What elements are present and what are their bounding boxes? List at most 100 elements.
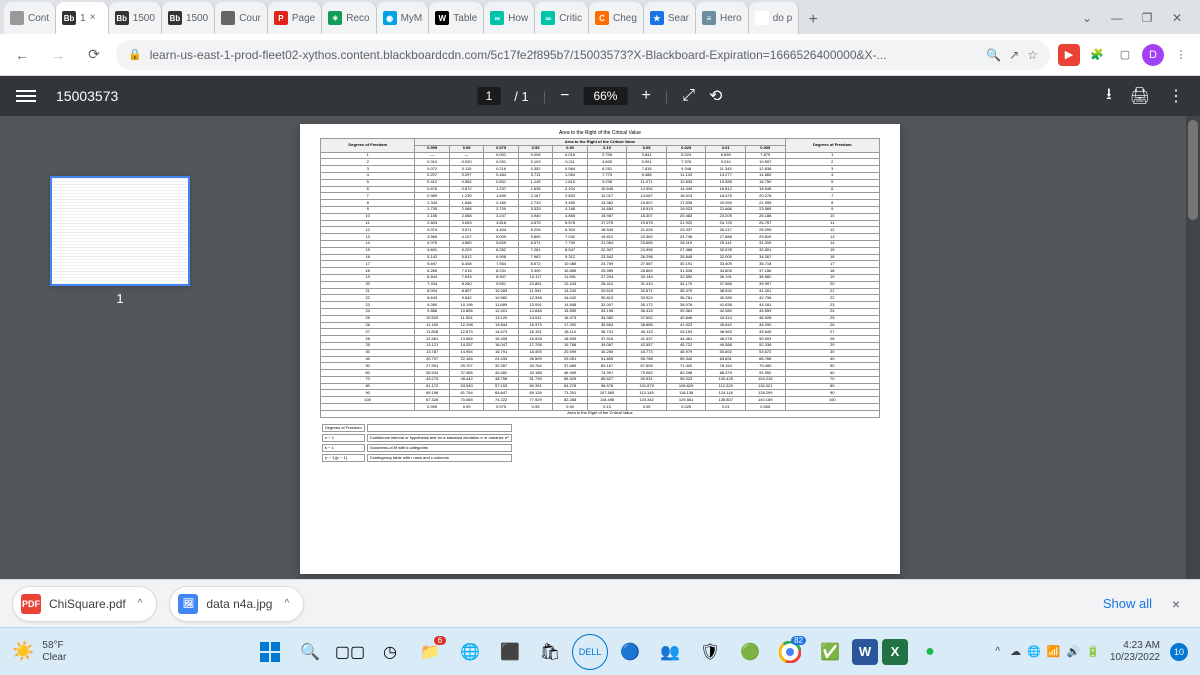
share-icon[interactable]: ↗	[1009, 48, 1019, 62]
new-tab-button[interactable]: +	[799, 6, 827, 34]
tab-favicon: ≡	[702, 11, 716, 25]
tab-label: How	[508, 13, 528, 24]
battery-icon[interactable]: 🔋	[1086, 645, 1100, 658]
store-icon[interactable]: 🛍	[532, 634, 568, 670]
tab-label: 1	[80, 13, 86, 24]
weather-icon[interactable]: ☀️	[12, 641, 34, 662]
volume-icon[interactable]: 🔊	[1067, 645, 1081, 658]
security-icon[interactable]: 🛡	[692, 634, 728, 670]
close-button[interactable]: ✕	[1170, 11, 1184, 25]
chevron-up-icon[interactable]: ^	[284, 598, 289, 609]
app-icon[interactable]: ⬛	[492, 634, 528, 670]
onedrive-icon[interactable]: ☁	[1010, 645, 1021, 658]
zoom-in-button[interactable]: +	[641, 87, 650, 105]
more-icon[interactable]: ⋮	[1168, 86, 1184, 106]
scroll-thumb[interactable]	[1188, 120, 1198, 220]
zoom-level[interactable]: 66%	[583, 87, 627, 105]
tab-favicon: Bb	[115, 11, 129, 25]
app-icon-3[interactable]: 🟢	[732, 634, 768, 670]
teams-icon[interactable]: 👥	[652, 634, 688, 670]
address-bar[interactable]: 🔒 learn-us-east-1-prod-fleet02-xythos.co…	[116, 40, 1050, 70]
excel-icon[interactable]: X	[882, 639, 908, 665]
menu-kebab-icon[interactable]: ⋮	[1170, 44, 1192, 66]
browser-tab[interactable]: ≡Hero	[696, 2, 749, 34]
tab-favicon: G	[755, 11, 769, 25]
vertical-scrollbar[interactable]	[1186, 116, 1200, 579]
search-in-page-icon[interactable]: 🔍	[986, 48, 1001, 62]
browser-tab[interactable]: ✶Reco	[322, 2, 376, 34]
download-filename: ChiSquare.pdf	[49, 597, 126, 611]
tab-label: do p	[773, 13, 792, 24]
dell-icon[interactable]: DELL	[572, 634, 608, 670]
notification-badge[interactable]: 10	[1170, 643, 1188, 661]
spotify-icon[interactable]: ●	[912, 634, 948, 670]
close-icon[interactable]: ×	[1164, 596, 1188, 612]
file-icon: PDF	[21, 594, 41, 614]
show-all-link[interactable]: Show all	[1103, 596, 1152, 611]
fit-page-icon[interactable]: ⤢	[682, 87, 695, 105]
minimize-button[interactable]: —	[1110, 11, 1124, 25]
widgets-button[interactable]: ◷	[372, 634, 408, 670]
browser-tab[interactable]: CCheg	[589, 2, 644, 34]
edge-icon[interactable]: 🌐	[452, 634, 488, 670]
table-title: Area to the Right of the Critical Value	[320, 130, 880, 136]
reload-button[interactable]: ⟳	[80, 41, 108, 69]
download-item[interactable]: 🖼data n4a.jpg^	[169, 586, 304, 622]
browser-tab[interactable]: Cour	[215, 2, 268, 34]
page-number-input[interactable]: 1	[478, 87, 501, 105]
browser-tab[interactable]: WTable	[429, 2, 484, 34]
forward-button[interactable]: →	[44, 41, 72, 69]
tab-favicon: ✶	[328, 11, 342, 25]
browser-tab[interactable]: Bb1500	[162, 2, 215, 34]
wifi-icon[interactable]: 📶	[1047, 645, 1061, 658]
word-icon[interactable]: W	[852, 639, 878, 665]
clock[interactable]: 4:23 AM 10/23/2022	[1110, 640, 1160, 664]
weather-widget[interactable]: 58°F Clear	[42, 640, 66, 664]
zoom-out-button[interactable]: −	[560, 87, 569, 105]
chevron-up-icon[interactable]: ^	[995, 646, 1000, 657]
download-icon[interactable]: ⭳	[1106, 83, 1112, 110]
browser-tab[interactable]: ∞Critic	[535, 2, 589, 34]
tab-favicon: Bb	[62, 11, 76, 25]
chevron-up-icon[interactable]: ^	[138, 598, 143, 609]
file-explorer-icon[interactable]: 📁6	[412, 634, 448, 670]
tab-favicon: ∞	[541, 11, 555, 25]
start-button[interactable]	[252, 634, 288, 670]
hamburger-icon[interactable]	[16, 90, 36, 102]
browser-tab[interactable]: Cont	[4, 2, 56, 34]
browser-tab[interactable]: Bb 1 ×	[56, 2, 109, 34]
badge: 6	[434, 636, 446, 645]
address-row: ← → ⟳ 🔒 learn-us-east-1-prod-fleet02-xyt…	[0, 34, 1200, 76]
browser-tab[interactable]: ◉MyM	[377, 2, 430, 34]
extension-icon[interactable]: ▶	[1058, 44, 1080, 66]
side-panel-icon[interactable]: ▢	[1114, 44, 1136, 66]
browser-tab[interactable]: PPage	[268, 2, 322, 34]
tab-favicon: ∞	[490, 11, 504, 25]
clock-date: 10/23/2022	[1110, 652, 1160, 664]
search-button[interactable]: 🔍	[292, 634, 328, 670]
tab-favicon: W	[435, 11, 449, 25]
app-icon-2[interactable]: 🔵	[612, 634, 648, 670]
chevron-down-icon[interactable]: ⌄	[1080, 11, 1094, 25]
rotate-icon[interactable]: ⟲	[709, 86, 722, 106]
star-icon[interactable]: ☆	[1027, 48, 1038, 62]
maximize-button[interactable]: ❐	[1140, 11, 1154, 25]
download-item[interactable]: PDF ChiSquare.pdf ^	[12, 586, 157, 622]
browser-tab[interactable]: Gdo p	[749, 2, 799, 34]
pdf-thumbnail[interactable]: 1	[50, 176, 190, 286]
app-icon-4[interactable]: ✅	[812, 634, 848, 670]
browser-tab[interactable]: Bb1500	[109, 2, 162, 34]
task-view-button[interactable]: ▢▢	[332, 634, 368, 670]
tab-label: MyM	[401, 13, 423, 24]
tab-label: 1500	[186, 13, 208, 24]
back-button[interactable]: ←	[8, 41, 36, 69]
language-icon[interactable]: 🌐	[1027, 645, 1041, 658]
pdf-viewport: 1 Area to the Right of the Critical Valu…	[0, 116, 1200, 579]
browser-tab[interactable]: ★Sear	[644, 2, 696, 34]
close-icon[interactable]: ×	[90, 12, 102, 24]
chrome-icon[interactable]: 82	[772, 634, 808, 670]
profile-avatar[interactable]: D	[1142, 44, 1164, 66]
extensions-puzzle-icon[interactable]: 🧩	[1086, 44, 1108, 66]
print-icon[interactable]: 🖨	[1130, 86, 1150, 106]
browser-tab[interactable]: ∞ How	[484, 2, 535, 34]
